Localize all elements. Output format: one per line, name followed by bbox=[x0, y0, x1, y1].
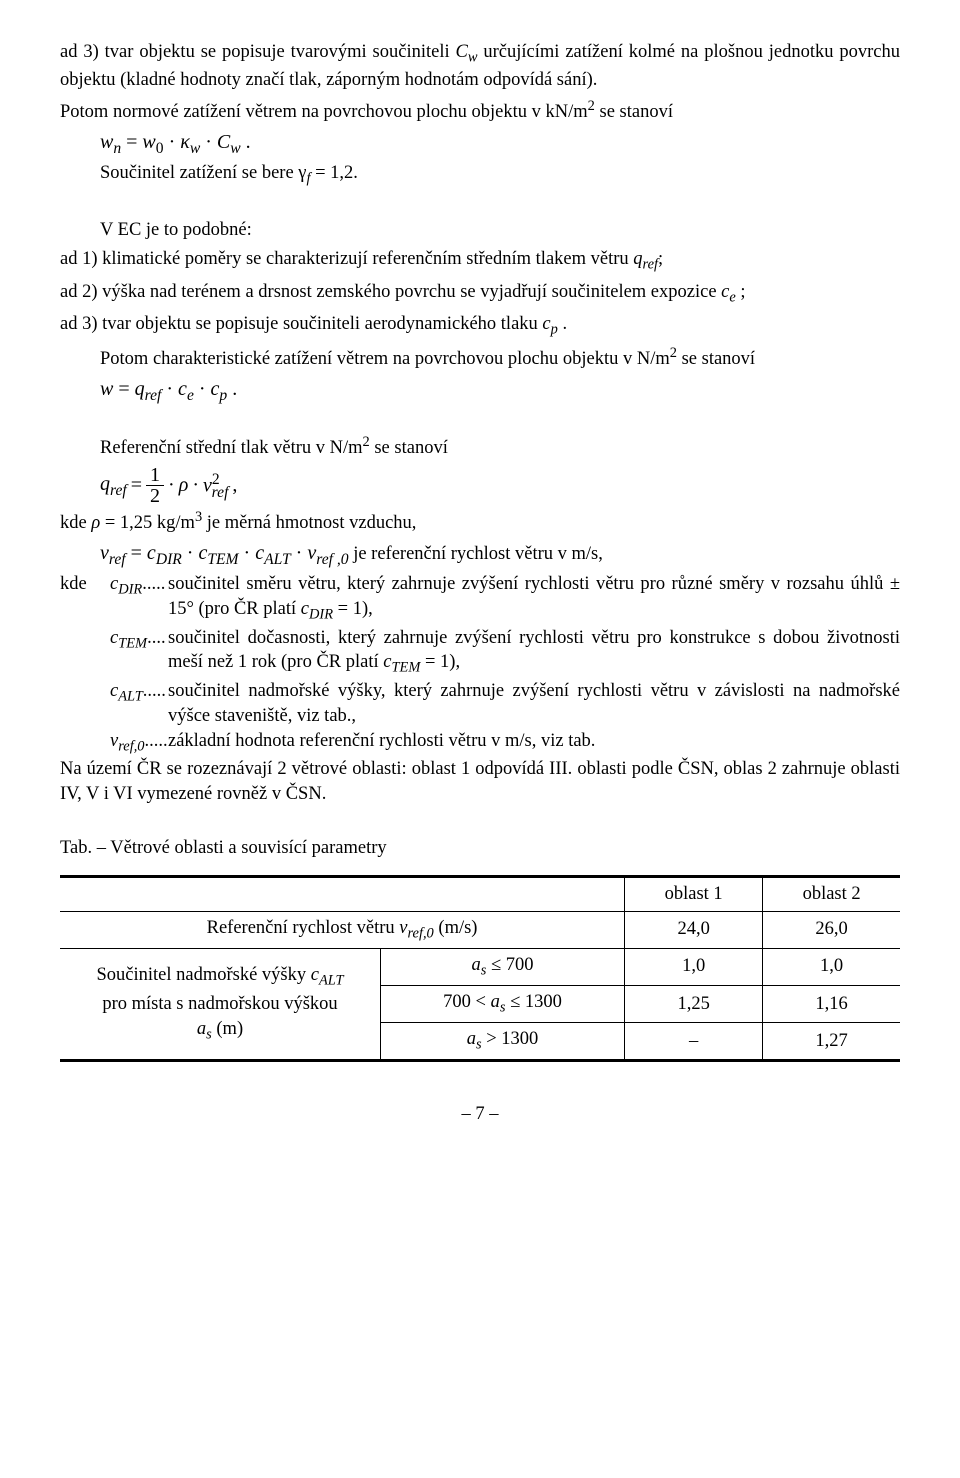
equation-w: w = qref · ce · cp . bbox=[60, 376, 900, 406]
para-qref: Referenční střední tlak větru v N/m2 se … bbox=[60, 433, 900, 461]
row-as-gt1300-o2: 1,27 bbox=[763, 1023, 900, 1061]
para-ad3-shape: ad 3) tvar objektu se popisuje tvarovými… bbox=[60, 40, 900, 93]
row-calt-label: Součinitel nadmořské výšky cALTpro místa… bbox=[60, 948, 381, 1061]
equation-vref: vref = cDIR · cTEM · cALT · vref ,0 je r… bbox=[60, 540, 900, 570]
where-vref0: vref,0..... základní hodnota referenční … bbox=[60, 729, 900, 757]
row-as-gt1300: as > 1300 bbox=[381, 1023, 625, 1061]
row-as-700-1300-o2: 1,16 bbox=[763, 985, 900, 1022]
page-number: – 7 – bbox=[60, 1102, 900, 1127]
para-ad3-aero: ad 3) tvar objektu se popisuje součinite… bbox=[60, 312, 900, 340]
row-vref0-label: Referenční rychlost větru vref,0 (m/s) bbox=[60, 911, 625, 948]
para-ec-similar: V EC je to podobné: bbox=[60, 218, 900, 243]
row-as-le700-o2: 1,0 bbox=[763, 948, 900, 985]
equation-qref: qref = 12 · ρ · v2ref , bbox=[60, 465, 900, 506]
table-header-empty bbox=[60, 876, 625, 911]
row-as-700-1300-o1: 1,25 bbox=[625, 985, 763, 1022]
para-ad2: ad 2) výška nad terénem a drsnost zemské… bbox=[60, 280, 900, 308]
table-caption: Tab. – Větrové oblasti a souvisící param… bbox=[60, 836, 900, 861]
table-header-oblast1: oblast 1 bbox=[625, 876, 763, 911]
para-ad1: ad 1) klimatické poměry se charakterizuj… bbox=[60, 247, 900, 275]
row-as-700-1300: 700 < as ≤ 1300 bbox=[381, 985, 625, 1022]
where-calt: cALT..... součinitel nadmořské výšky, kt… bbox=[60, 679, 900, 729]
para-charakter-load: Potom charakteristické zatížení větrem n… bbox=[60, 344, 900, 372]
row-as-gt1300-o1: – bbox=[625, 1023, 763, 1061]
wind-regions-table: oblast 1oblast 2 Referenční rychlost větr… bbox=[60, 875, 900, 1063]
document-body: ad 3) tvar objektu se popisuje tvarovými… bbox=[60, 40, 900, 1127]
para-regions: Na území ČR se rozeznávají 2 větrové obl… bbox=[60, 757, 900, 807]
row-as-le700-o1: 1,0 bbox=[625, 948, 763, 985]
equation-wn: wn = w0 · κw · Cw . bbox=[60, 129, 900, 159]
where-ctem: cTEM.... součinitel dočasnosti, který za… bbox=[60, 626, 900, 679]
para-rho: kde ρ = 1,25 kg/m3 je měrná hmotnost vzd… bbox=[60, 508, 900, 536]
row-vref0-o2: 26,0 bbox=[763, 911, 900, 948]
row-as-le700: as ≤ 700 bbox=[381, 948, 625, 985]
row-vref0-o1: 24,0 bbox=[625, 911, 763, 948]
table-header-oblast2: oblast 2 bbox=[763, 876, 900, 911]
where-cdir: kde cDIR..... součinitel směru větru, kt… bbox=[60, 572, 900, 625]
para-norm-load: Potom normové zatížení větrem na povrcho… bbox=[60, 97, 900, 125]
para-gamma: Součinitel zatížení se bere γf = 1,2. bbox=[60, 161, 900, 189]
